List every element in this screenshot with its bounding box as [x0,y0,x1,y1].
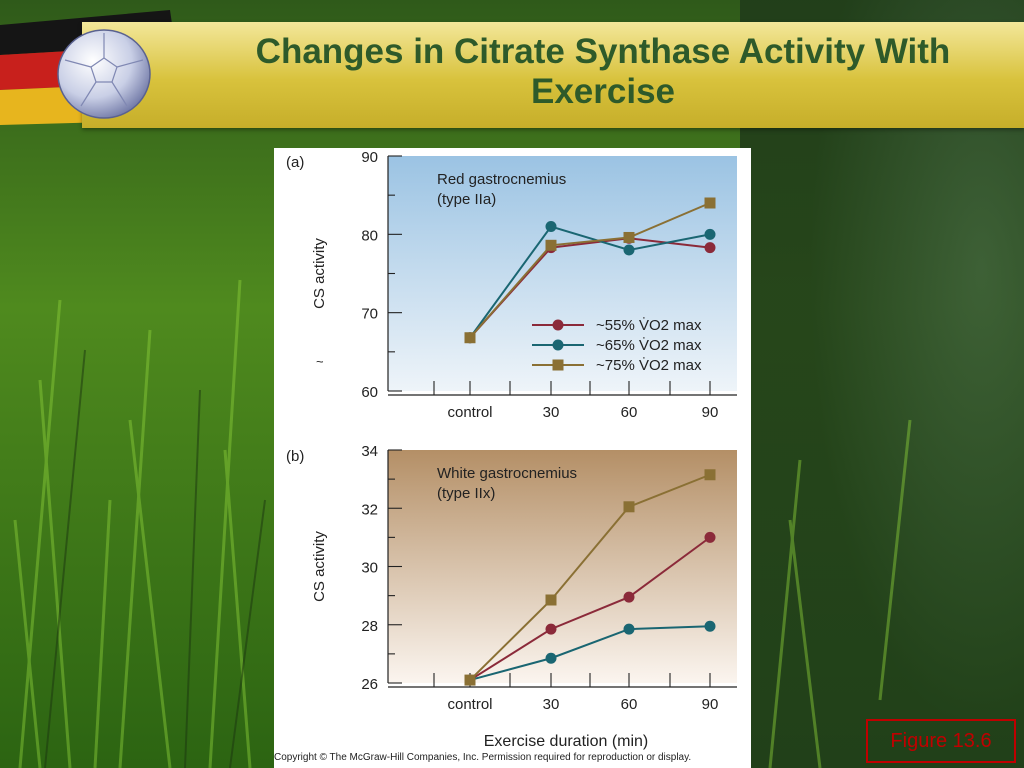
series-line [469,536,711,681]
legend-marker [552,319,564,331]
panel-annotation: (type IIa) [437,191,496,208]
data-point [545,652,557,664]
y-tick-label: 90 [361,149,378,166]
y-tick-label: 32 [361,501,378,518]
legend-marker [552,339,564,351]
x-tick-label: 90 [702,404,719,421]
data-point [704,620,716,632]
title-banner [82,22,1024,128]
data-point [545,221,557,232]
legend-label: ~55% V̇O2 max [596,317,702,334]
data-point [704,469,716,481]
soccer-ball-icon [57,29,151,119]
data-point [545,623,557,635]
figure-label: Figure 13.6 [890,730,992,752]
series-line [469,625,711,682]
legend-label: ~65% V̇O2 max [596,337,702,354]
x-tick-label: 60 [621,696,638,713]
y-tick-label: 28 [361,618,378,635]
y-axis-label: CS activity [311,531,328,602]
data-point [704,242,716,254]
figure-label-box: Figure 13.6 [866,719,1016,763]
x-tick-label: control [447,404,492,421]
data-point [545,239,557,251]
data-point [623,623,635,635]
data-point [545,594,557,606]
x-tick-label: 90 [702,696,719,713]
figure-panel: 60 70 80 90 control 30 60 90 CS activity (a) Red g… [274,148,751,768]
copyright-text: Copyright © The McGraw-Hill Companies, I… [274,752,692,763]
y-tick-label: 80 [361,227,378,244]
data-point [464,674,476,686]
plot-background [388,156,737,391]
panel-annotation: White gastrocnemius [437,465,577,482]
y-tick-label: 70 [361,306,378,323]
y-tick-label: 34 [361,443,378,460]
panel-annotation: (type IIx) [437,485,495,502]
data-point [623,501,635,513]
x-axis-label: Exercise duration (min) [484,733,649,750]
series-line [469,473,711,681]
y-axis-label: CS activity [311,238,328,309]
legend-label: ~75% V̇O2 max [596,357,702,374]
y-tick-label: 60 [361,384,378,401]
data-point [623,244,635,256]
data-point [464,332,476,344]
panel-annotation: Red gastrocnemius [437,171,566,188]
panel-label: (b) [286,448,304,465]
plot-background [388,450,737,683]
data-point [623,231,635,243]
x-tick-label: 60 [621,404,638,421]
y-tick-label: 26 [361,676,378,693]
x-tick-label: 30 [543,404,560,421]
data-point [704,228,716,240]
data-point [623,591,635,603]
tilde-mark: ~ [316,354,324,369]
panel-label: (a) [286,154,304,171]
x-tick-label: control [447,696,492,713]
x-tick-label: 30 [543,696,560,713]
y-tick-label: 30 [361,560,378,577]
series-line [469,225,711,339]
legend-marker [552,359,564,371]
series-line [469,202,711,339]
data-point [704,197,716,209]
data-point [704,531,716,543]
slide-title: Changes in Citrate Synthase Activity Wit… [255,32,951,111]
citrate-synthase-chart: 60 70 80 90 control 30 60 90 CS activity (a) Red g… [286,149,737,750]
